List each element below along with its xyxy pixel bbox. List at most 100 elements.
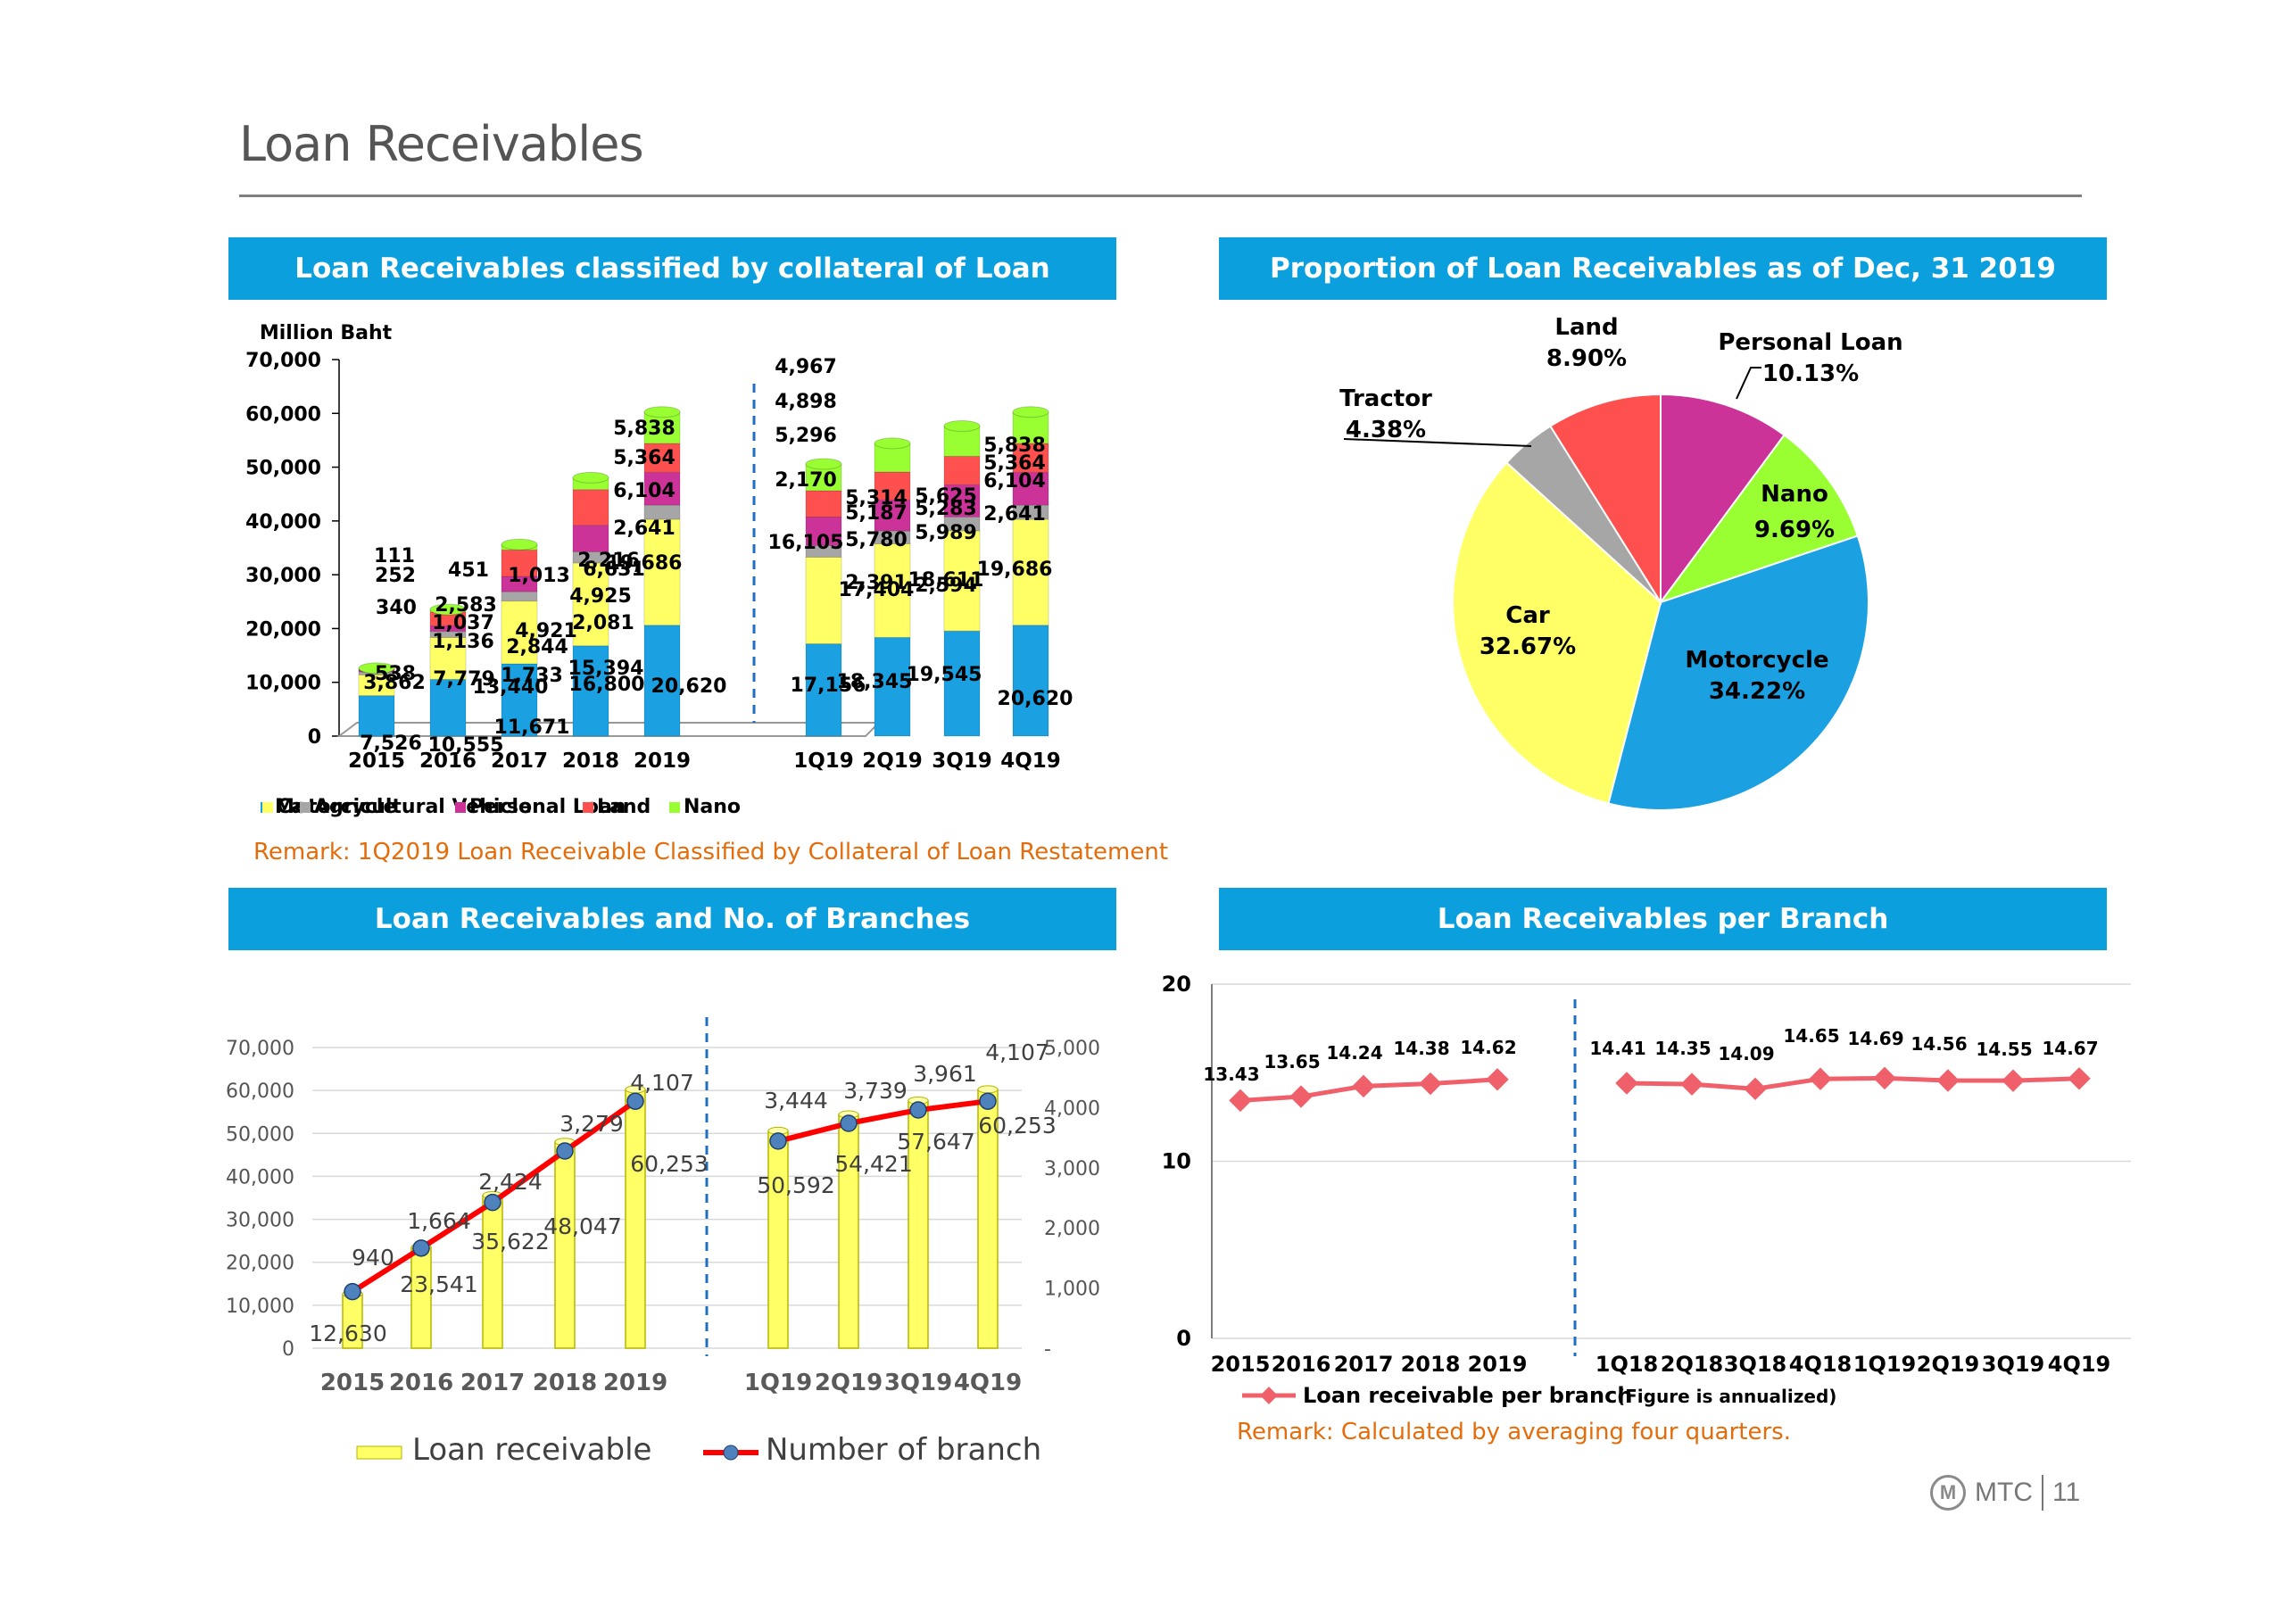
bar-segment bbox=[805, 516, 842, 546]
line-data-label: 3,279 bbox=[559, 1111, 624, 1137]
proportion-panel-title: Proportion of Loan Receivables as of Dec… bbox=[1219, 237, 2107, 300]
x-tick-label: 2019 bbox=[634, 749, 691, 773]
bar-segment bbox=[501, 600, 538, 665]
bar-data-label: 57,647 bbox=[897, 1129, 974, 1155]
data-label: 111 bbox=[374, 545, 415, 567]
data-label: 5,296 bbox=[775, 425, 837, 447]
bar-segment bbox=[572, 551, 609, 564]
branch-point bbox=[909, 1101, 927, 1119]
legend-swatch-marker bbox=[1260, 1387, 1278, 1404]
bar-data-label: 12,630 bbox=[309, 1321, 386, 1346]
x-tick-label: 3Q19 bbox=[1982, 1352, 2045, 1377]
x-tick-label: 2Q18 bbox=[1661, 1352, 1724, 1377]
title-divider bbox=[239, 195, 2082, 197]
bar-data-label: 60,253 bbox=[978, 1113, 1056, 1139]
per-branch-point bbox=[1419, 1072, 1442, 1096]
data-label: 5,364 bbox=[983, 452, 1046, 475]
bar-segment bbox=[501, 549, 538, 577]
bar-segment bbox=[572, 562, 609, 647]
data-label: 4,921 bbox=[515, 620, 577, 642]
data-label: 20,620 bbox=[998, 688, 1073, 710]
data-label: 538 bbox=[375, 663, 416, 685]
loan-bar bbox=[410, 1246, 432, 1349]
footer-separator bbox=[2041, 1475, 2043, 1511]
x-tick-label: 2Q19 bbox=[1917, 1352, 1980, 1377]
x-tick-label: 1Q19 bbox=[1853, 1352, 1917, 1377]
data-label: 19,686 bbox=[607, 552, 683, 575]
data-label: 4,925 bbox=[569, 585, 632, 608]
x-tick-label: 2016 bbox=[1272, 1352, 1331, 1377]
per-branch-point bbox=[1289, 1085, 1313, 1108]
data-label: 3,862 bbox=[363, 672, 426, 694]
branch-line-quarterly bbox=[777, 1098, 989, 1144]
data-label: 5,989 bbox=[915, 522, 977, 544]
y2-tick-label: 5,000 bbox=[1044, 1038, 1100, 1060]
per-branch-point bbox=[1680, 1072, 1703, 1096]
pie-slice bbox=[1607, 534, 1869, 811]
data-label: 4,967 bbox=[775, 356, 837, 378]
data-label: 14.56 bbox=[1911, 1033, 1967, 1055]
x-tick-label: 2015 bbox=[1211, 1352, 1271, 1377]
per-branch-point bbox=[2068, 1067, 2091, 1090]
branch-point bbox=[769, 1132, 787, 1150]
line-data-label: 3,961 bbox=[913, 1061, 977, 1087]
bar-segment bbox=[572, 645, 609, 737]
per-branch-point bbox=[2002, 1069, 2025, 1092]
data-label: 20,620 bbox=[651, 675, 727, 698]
per-branch-point bbox=[1486, 1068, 1509, 1091]
data-label: 14.62 bbox=[1460, 1037, 1516, 1058]
data-label: 6,104 bbox=[983, 470, 1046, 493]
bar-cap bbox=[501, 538, 538, 551]
loan-bar bbox=[767, 1130, 789, 1349]
branches-panel-title: Loan Receivables and No. of Branches bbox=[228, 888, 1116, 950]
bar-cap bbox=[572, 471, 609, 484]
bar-segment bbox=[874, 471, 911, 501]
mtc-logo-icon: M bbox=[1930, 1475, 1966, 1511]
pie-slice bbox=[1658, 434, 1860, 604]
pie-slice-name: Personal Loan bbox=[1718, 329, 1902, 356]
bar-segment bbox=[643, 443, 681, 473]
legend-label: Nano bbox=[684, 796, 741, 818]
data-label: 5,187 bbox=[845, 502, 908, 525]
pie-slice-value: 8.90% bbox=[1546, 345, 1627, 372]
legend-swatch bbox=[262, 802, 273, 813]
x-tick-label: 3Q19 bbox=[884, 1370, 952, 1396]
x-tick-label: 4Q19 bbox=[2048, 1352, 2111, 1377]
legend-label: Personal Loan bbox=[469, 796, 626, 818]
branches-combo-chart: 0 10,000 20,000 30,000 40,000 50,000 60,000 70,… bbox=[226, 1017, 1100, 1468]
branch-point bbox=[484, 1193, 501, 1212]
per-branch-remark: Remark: Calculated by averaging four qua… bbox=[1237, 1419, 1791, 1445]
y2-tick-label: 1,000 bbox=[1044, 1279, 1100, 1301]
y-tick-label: 60,000 bbox=[226, 1081, 294, 1103]
bar-segment bbox=[805, 556, 842, 645]
y-tick-label: 70,000 bbox=[245, 350, 321, 372]
data-label: 5,283 bbox=[915, 498, 977, 520]
y-tick-label: 10,000 bbox=[226, 1296, 294, 1318]
line-data-label: 3,444 bbox=[764, 1088, 828, 1114]
data-label: 17,156 bbox=[791, 675, 866, 697]
pie-slice-name: Motorcycle bbox=[1685, 647, 1828, 674]
bar-segment bbox=[501, 663, 538, 737]
data-label: 15,394 bbox=[568, 658, 644, 680]
y-tick-label: 50,000 bbox=[226, 1123, 294, 1146]
bar-segment bbox=[643, 518, 681, 626]
bar-segment bbox=[1012, 443, 1049, 473]
y-tick-label: 40,000 bbox=[245, 511, 321, 534]
y-tick-label: 0 bbox=[282, 1338, 294, 1361]
branch-point bbox=[556, 1142, 574, 1160]
y-tick-label: 60,000 bbox=[245, 403, 321, 426]
bar-cap bbox=[643, 406, 681, 418]
bar-segment bbox=[943, 484, 981, 518]
data-label: 7,779 bbox=[433, 668, 495, 691]
data-label: 14.24 bbox=[1326, 1042, 1382, 1064]
branch-point bbox=[840, 1114, 858, 1132]
x-tick-label: 2017 bbox=[491, 749, 548, 773]
legend-swatch-marker bbox=[723, 1445, 739, 1461]
per-branch-point bbox=[1352, 1074, 1375, 1098]
line-data-label: 3,739 bbox=[843, 1078, 908, 1104]
bar-segment bbox=[643, 625, 681, 737]
pie-slice-name: Land bbox=[1554, 314, 1618, 341]
data-label: 17,404 bbox=[839, 579, 915, 601]
data-label: 1,037 bbox=[432, 612, 494, 634]
